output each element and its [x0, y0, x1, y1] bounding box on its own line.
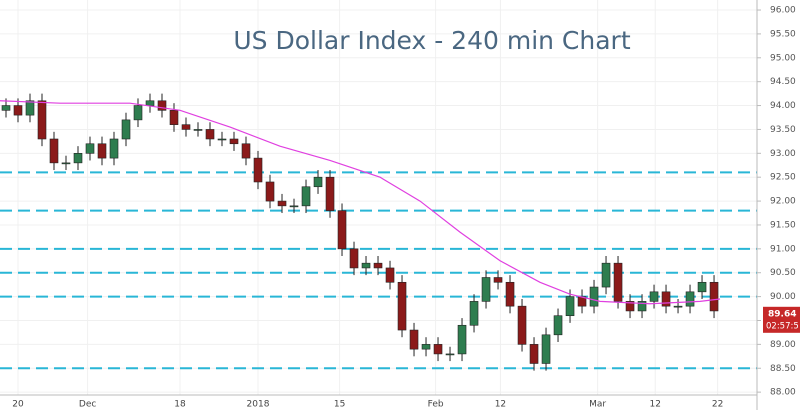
y-tick-label: 94.00: [770, 101, 796, 111]
candle-body: [373, 262, 383, 269]
candle-body: [229, 138, 239, 145]
candle-body: [601, 262, 611, 288]
candle-body: [121, 119, 131, 140]
candle-body: [169, 110, 179, 125]
candle-body: [397, 281, 407, 331]
candle-body: [625, 301, 635, 312]
candle-body: [145, 100, 155, 106]
x-tick-label: Mar: [589, 400, 606, 410]
countdown-label: 02:57:5: [766, 321, 799, 331]
y-tick-label: 95.50: [770, 29, 796, 39]
y-tick-label: 88.00: [770, 388, 796, 398]
candle-body: [649, 291, 659, 302]
x-tick-label: 22: [712, 400, 723, 410]
candle-body: [109, 138, 119, 159]
y-tick-label: 91.00: [770, 244, 796, 254]
candle-body: [637, 301, 647, 312]
candle-body: [661, 291, 671, 307]
candle-body: [25, 100, 35, 116]
candle-body: [217, 138, 227, 141]
candle-body: [181, 124, 191, 130]
x-tick-label: 12: [650, 400, 661, 410]
candle-body: [253, 157, 263, 183]
plot: [0, 93, 757, 371]
candle-body: [97, 143, 107, 159]
candle-body: [85, 143, 95, 154]
y-tick-label: 92.00: [770, 197, 796, 207]
candle-body: [133, 105, 143, 121]
y-tick-label: 96.00: [770, 6, 796, 16]
candle-body: [205, 129, 215, 140]
candle-body: [13, 105, 23, 116]
candle-body: [265, 181, 275, 202]
candle-body: [361, 262, 371, 269]
x-tick-label: 2018: [247, 400, 270, 410]
candle-body: [313, 176, 323, 188]
y-tick-label: 91.50: [770, 220, 796, 230]
y-tick-label: 93.50: [770, 125, 796, 135]
price-badge: [763, 306, 800, 333]
grid: [0, 0, 757, 395]
candle-body: [517, 305, 527, 345]
x-tick-label: Feb: [428, 400, 444, 410]
candle-body: [289, 205, 299, 208]
candle-body: [193, 129, 203, 131]
y-tick-label: 89.00: [770, 340, 796, 350]
y-tick-label: 94.50: [770, 77, 796, 87]
candle-body: [277, 200, 287, 207]
candle-body: [505, 281, 515, 307]
candle-body: [673, 305, 683, 308]
candle-body: [433, 344, 443, 355]
candle-body: [1, 105, 11, 111]
candle-body: [37, 100, 47, 140]
candle-body: [49, 138, 59, 164]
candle-body: [469, 301, 479, 326]
candle-body: [457, 324, 467, 355]
moving-average: [0, 100, 721, 305]
x-tick-label: 20: [12, 400, 24, 410]
candle-body: [613, 262, 623, 302]
y-tick-label: 88.50: [770, 364, 796, 374]
candle-body: [529, 344, 539, 364]
candle-body: [157, 100, 167, 111]
candle-body: [385, 267, 395, 283]
candle-body: [337, 210, 347, 250]
candle-body: [325, 176, 335, 211]
candle-body: [685, 291, 695, 307]
y-tick-label: 92.50: [770, 173, 796, 183]
y-tick-label: 90.00: [770, 292, 796, 302]
candle-body: [709, 281, 719, 312]
candle-body: [697, 281, 707, 293]
x-tick-label: 15: [334, 400, 345, 410]
y-tick-label: 95.00: [770, 53, 796, 63]
candle-body: [565, 296, 575, 317]
candle-body: [349, 248, 359, 269]
candle-body: [589, 286, 599, 307]
candle-body: [73, 153, 83, 164]
candle-body: [421, 344, 431, 350]
candle-body: [241, 143, 251, 159]
candle-body: [541, 334, 551, 364]
candle-body: [553, 315, 563, 336]
y-tick-label: 93.00: [770, 149, 796, 159]
x-tick-label: Dec: [79, 400, 96, 410]
candle-body: [409, 329, 419, 350]
candle-body: [61, 162, 71, 165]
y-tick-label: 90.50: [770, 268, 796, 278]
chart-title: US Dollar Index - 240 min Chart: [233, 26, 630, 55]
price-label: 89.64: [768, 309, 796, 319]
x-tick-label: 12: [495, 400, 506, 410]
x-tick-label: 18: [174, 400, 186, 410]
candle-body: [493, 277, 503, 283]
candle-body: [481, 277, 491, 302]
candle-body: [445, 353, 455, 356]
candle-body: [301, 186, 311, 207]
